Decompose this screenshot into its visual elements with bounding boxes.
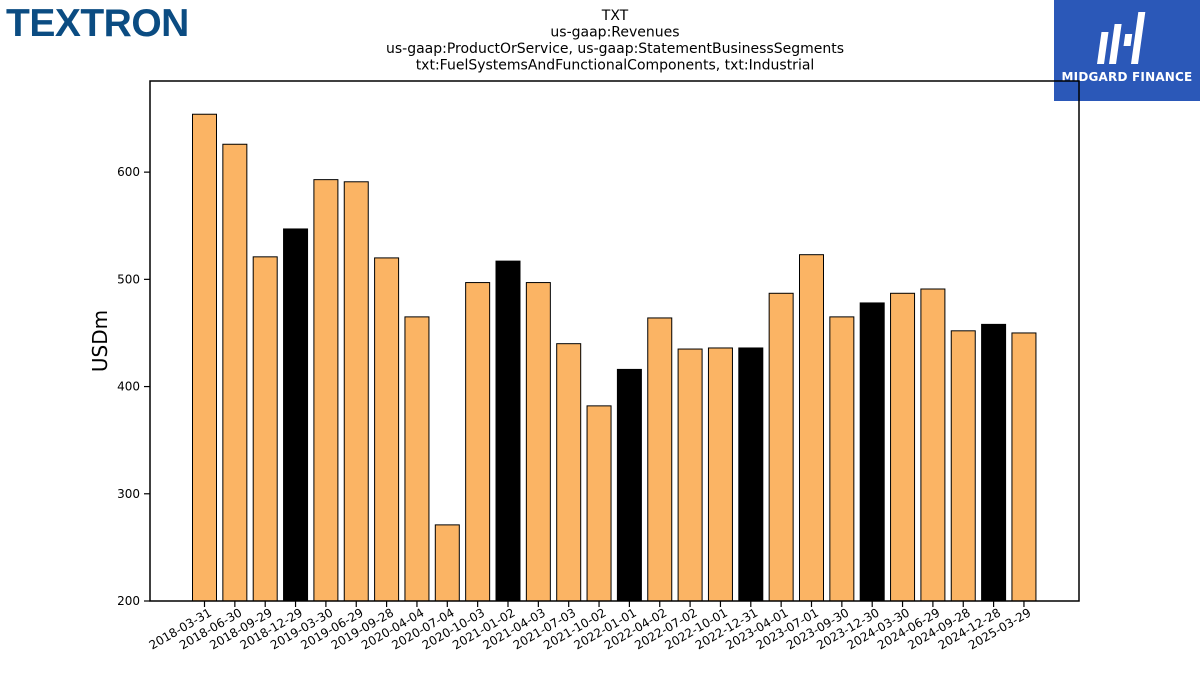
- bar: [556, 343, 582, 602]
- bar: [252, 256, 278, 602]
- y-tick-label: 200: [117, 594, 140, 608]
- bar: [586, 405, 612, 602]
- bar: [707, 347, 733, 602]
- bar: [859, 302, 885, 602]
- bar: [829, 316, 855, 602]
- bar: [647, 317, 673, 602]
- bar: [890, 292, 916, 602]
- bars-group: [192, 113, 1037, 602]
- chart-title-line: txt:FuelSystemsAndFunctionalComponents, …: [416, 58, 815, 74]
- bar: [1011, 332, 1037, 602]
- bar: [950, 330, 976, 602]
- bar: [738, 347, 764, 602]
- bar: [343, 181, 369, 602]
- bar: [222, 143, 248, 602]
- bar: [374, 257, 400, 602]
- bar: [768, 292, 794, 602]
- bar: [677, 348, 703, 602]
- chart-title-line: us-gaap:ProductOrService, us-gaap:Statem…: [386, 41, 844, 57]
- bar: [434, 524, 460, 602]
- y-tick-label: 400: [117, 380, 140, 394]
- bar: [465, 282, 491, 602]
- y-tick-label: 500: [117, 272, 140, 286]
- bar: [404, 316, 430, 602]
- x-axis: 2018-03-312018-06-302018-09-292018-12-29…: [147, 601, 1033, 652]
- bar: [495, 260, 521, 602]
- bar: [525, 282, 551, 602]
- chart-title: TXTus-gaap:Revenuesus-gaap:ProductOrServ…: [386, 8, 844, 74]
- plot-frame: [149, 80, 1080, 602]
- bar: [799, 254, 824, 602]
- midgard-emblem-icon: [1097, 12, 1146, 64]
- chart-title-line: us-gaap:Revenues: [550, 25, 679, 41]
- y-axis: 200 300 400 500 600: [117, 165, 150, 608]
- bar: [313, 179, 339, 602]
- textron-logo: TEXTRON: [6, 2, 189, 45]
- bar: [616, 368, 642, 602]
- bar: [283, 228, 309, 602]
- chart-title-line: TXT: [601, 8, 629, 24]
- midgard-finance-wordmark: MIDGARD FINANCE: [1061, 70, 1193, 84]
- bar: [920, 288, 946, 602]
- y-axis-label: USDm: [88, 310, 112, 372]
- bar: [192, 113, 217, 602]
- y-tick-label: 600: [117, 165, 140, 179]
- y-tick-label: 300: [117, 487, 140, 501]
- bar: [981, 323, 1007, 602]
